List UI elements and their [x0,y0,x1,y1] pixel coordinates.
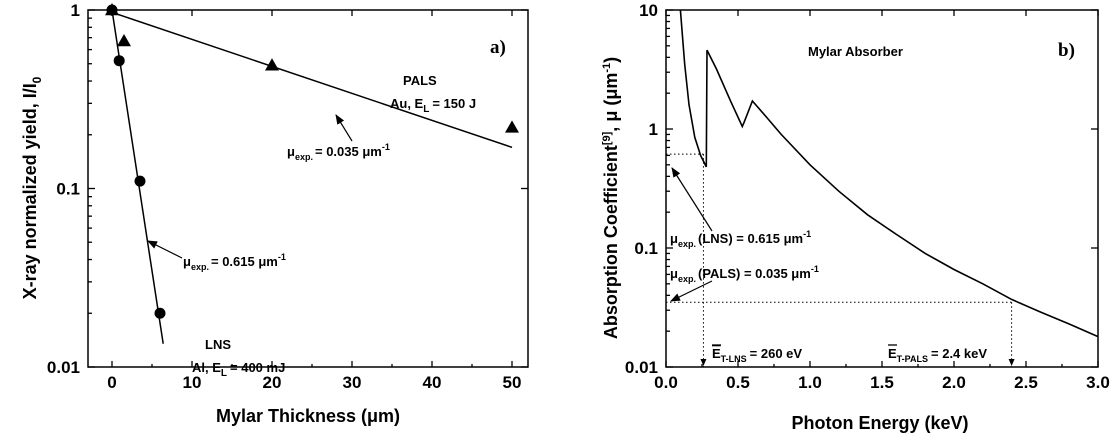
pals-data-point [505,120,519,133]
pals-energy-value: = 150 J [432,96,476,111]
mu-pals-symbol: μ [287,144,295,159]
panel-b-y-axis-title-ref: [9] [601,131,613,145]
y-tick-label: 0.1 [56,180,80,199]
mu-lns-sub: exp. [191,262,209,272]
lns-data-point [113,55,125,67]
x-tick-label: 2.5 [1014,373,1038,392]
b-mu-lns-sub: exp. [678,239,696,249]
b-mu-lns-symbol: μ [670,231,678,246]
mu-lns-sup: -1 [278,252,286,262]
e-lns-value: = 260 eV [750,346,803,361]
b-mu-pals-annotation: μexp. (PALS) = 0.035 μm-1 [670,264,819,284]
panel-a-data-points [105,3,519,319]
e-pals-value: = 2.4 keV [931,346,987,361]
x-tick-label: 2.0 [942,373,966,392]
panel-a-ticks: 0 10 20 30 40 50 0.01 0.1 1 [47,1,528,392]
mu-lns-annotation: μexp. = 0.615 μm-1 [183,252,286,272]
y-tick-label: 0.01 [47,358,80,377]
e-pals-annotation: ET-PALS = 2.4 keV [888,346,987,364]
pals-fit-line [111,11,513,149]
b-mu-pals-sub: exp. [678,274,696,284]
panel-b-title: Mylar Absorber [808,44,903,59]
panel-b-ticks: 0.0 0.5 1.0 1.5 2.0 2.5 3.0 0.01 0.1 1 10 [625,1,1110,392]
panel-b-y-axis-title-main: Absorption Coefficient [601,145,621,339]
panel-b-x-axis-title: Photon Energy (keV) [791,413,968,433]
x-tick-label: 30 [343,373,362,392]
x-tick-label: 3.0 [1086,373,1110,392]
b-mu-lns-value: (LNS) = 0.615 μm [698,231,803,246]
b-mu-pals-sup: -1 [811,264,819,274]
x-tick-label: 0.0 [654,373,678,392]
e-lns-symbol: E [712,346,721,361]
pals-energy-sub: L [423,104,429,115]
pals-label: PALS [403,73,437,88]
panel-b-tag: b) [1058,40,1075,61]
y-tick-label: 10 [639,1,658,20]
panel-b-curve [679,9,1099,338]
lns-energy-sub: L [221,368,227,379]
mu-lns-arrow [147,240,183,259]
x-tick-label: 50 [503,373,522,392]
pals-energy-text: Au, E [390,96,424,111]
e-pals-sub: T-PALS [897,354,928,364]
x-tick-label: 1.5 [870,373,894,392]
lns-energy-label: Al, EL = 400 mJ [192,360,285,379]
panel-b-y-axis-title: Absorption Coefficient[9], μ (μm-1) [601,57,621,339]
mu-lns-symbol: μ [183,254,191,269]
lns-energy-value: = 400 mJ [230,360,285,375]
y-tick-label: 1 [71,1,80,20]
y-tick-label: 0.01 [625,358,658,377]
pals-data-point [117,34,131,47]
x-tick-label: 10 [183,373,202,392]
absorption-curve [679,9,1099,338]
panel-b-plot-frame [665,9,1099,368]
lns-data-point [134,175,146,187]
x-tick-label: 40 [423,373,442,392]
panel-a-y-axis-title-main: X-ray normalized yield, I/I [20,83,40,299]
mu-pals-annotation: μexp. = 0.035 μm-1 [287,142,390,162]
b-mu-pals-arrow [670,280,713,302]
mu-lns-value: = 0.615 μm [211,254,278,269]
panel-a-x-axis-title: Mylar Thickness (μm) [216,406,400,426]
e-pals-symbol: E [888,346,897,361]
panel-a-chart: 0 10 20 30 40 50 0.01 0.1 1 a) Mylar Thickness (… [20,1,529,426]
panel-b-y-axis-title-tail: , μ (μm [601,73,621,132]
e-lns-sub: T-LNS [721,354,747,364]
y-tick-label: 1 [649,120,658,139]
pals-energy-marker [1008,359,1015,366]
panel-a-plot-frame [87,9,529,368]
x-tick-label: 1.0 [798,373,822,392]
b-mu-lns-annotation: μexp. (LNS) = 0.615 μm-1 [670,229,811,249]
lns-energy-text: Al, E [192,360,221,375]
panel-b-guide-lines [666,153,1015,367]
lns-label: LNS [205,337,231,352]
x-tick-label: 0 [107,373,116,392]
mu-pals-arrow [335,114,353,142]
panel-a-fit-lines [111,9,513,344]
pals-data-point [265,58,279,71]
panel-b-y-axis-title-tail-sup: -1 [601,63,613,73]
mu-pals-sub: exp. [295,152,313,162]
panel-a-y-axis-title: X-ray normalized yield, I/I0 [20,76,44,299]
b-mu-lns-sup: -1 [803,229,811,239]
lns-energy-marker [700,359,707,366]
panel-a-tag: a) [490,37,506,58]
y-tick-label: 0.1 [634,239,658,258]
pals-energy-label: Au, EL = 150 J [390,96,476,115]
b-mu-pals-symbol: μ [670,266,678,281]
panel-b-chart: 0.0 0.5 1.0 1.5 2.0 2.5 3.0 0.01 0.1 1 10 b) Mylar… [601,1,1110,433]
lns-data-point [154,307,166,319]
b-mu-pals-value: (PALS) = 0.035 μm [698,266,811,281]
x-tick-label: 20 [263,373,282,392]
mu-pals-sup: -1 [382,142,390,152]
mu-pals-value: = 0.035 μm [315,144,382,159]
e-lns-annotation: ET-LNS = 260 eV [712,346,802,364]
panel-a-y-axis-title-sub: 0 [30,76,44,83]
pals-data-point [105,3,119,16]
panel-b-y-axis-title-close: ) [601,57,621,63]
x-tick-label: 0.5 [726,373,750,392]
b-mu-lns-arrow [671,167,713,232]
